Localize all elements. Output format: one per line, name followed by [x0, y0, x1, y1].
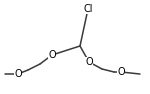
Text: O: O — [14, 69, 22, 79]
Text: O: O — [85, 57, 93, 67]
Text: O: O — [48, 50, 56, 60]
Text: Cl: Cl — [83, 4, 93, 14]
Text: O: O — [117, 67, 125, 77]
